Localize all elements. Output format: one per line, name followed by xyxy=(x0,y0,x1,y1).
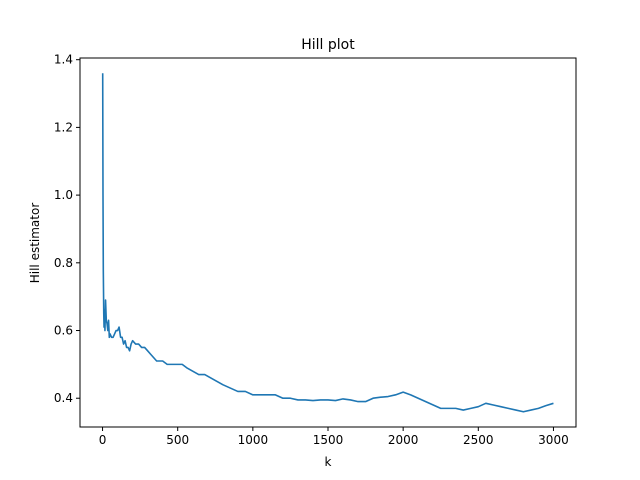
y-tick-label: 1.2 xyxy=(54,120,73,134)
data-series xyxy=(101,73,554,413)
x-axis-label: k xyxy=(325,455,332,469)
x-tick-label: 2500 xyxy=(463,433,494,447)
chart-title: Hill plot xyxy=(301,37,355,53)
plot-frame xyxy=(79,57,577,428)
y-tick-label: 1.4 xyxy=(54,53,73,67)
x-tick-label: 1500 xyxy=(313,433,344,447)
y-tick-label: 0.6 xyxy=(54,324,73,338)
hill-estimator-line xyxy=(101,73,554,413)
x-tick-label: 1000 xyxy=(238,433,269,447)
plot-area: 0 500 1000 1500 2000 2500 3000 0.4 0.6 0.8 1.0 1.2… xyxy=(54,53,577,447)
y-tick-label: 0.4 xyxy=(54,391,73,405)
x-tick-label: 0 xyxy=(99,433,107,447)
x-tick-label: 500 xyxy=(166,433,189,447)
y-tick-label: 1.0 xyxy=(54,188,73,202)
y-tick-label: 0.8 xyxy=(54,256,73,270)
y-axis-label: Hill estimator xyxy=(28,203,42,284)
x-tick-label: 2000 xyxy=(388,433,419,447)
x-tick-label: 3000 xyxy=(538,433,569,447)
y-axis: 0.4 0.6 0.8 1.0 1.2 1.4 xyxy=(54,53,80,405)
x-axis: 0 500 1000 1500 2000 2500 3000 xyxy=(99,427,569,447)
